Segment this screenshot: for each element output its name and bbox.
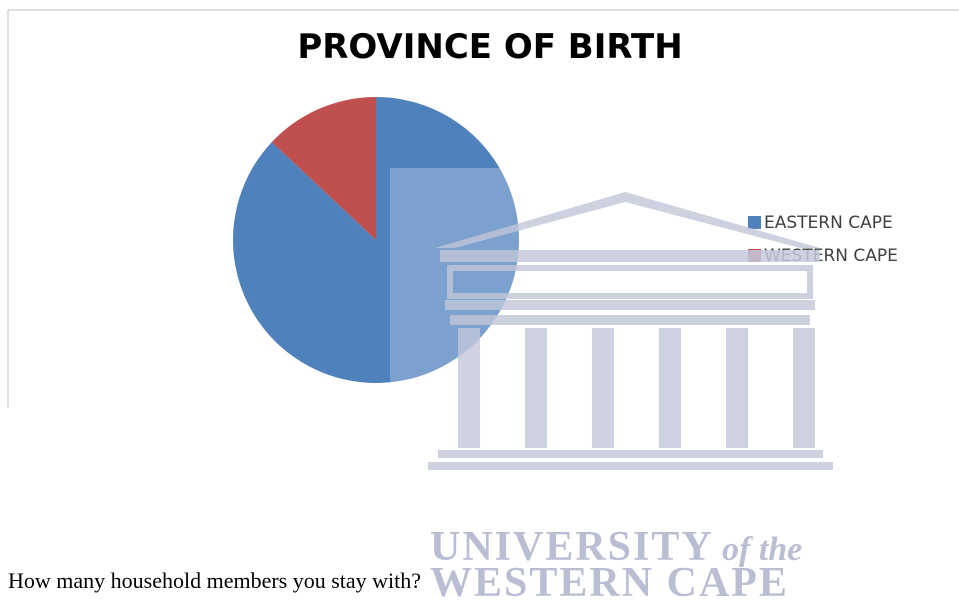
chart-title: PROVINCE OF BIRTH [297, 27, 682, 67]
legend-label: EASTERN CAPE [764, 213, 893, 233]
watermark-building [390, 168, 833, 470]
pie-slice [232, 97, 519, 384]
legend-swatch [748, 216, 761, 229]
watermark-line1-suffix: of the [722, 531, 802, 568]
question-text: How many household members you stay with… [8, 568, 421, 593]
pie-slice [271, 97, 376, 240]
watermark-line1: UNIVERSITY [430, 524, 714, 570]
pie [232, 97, 519, 384]
watermark-line2: WESTERN CAPE [430, 560, 789, 605]
